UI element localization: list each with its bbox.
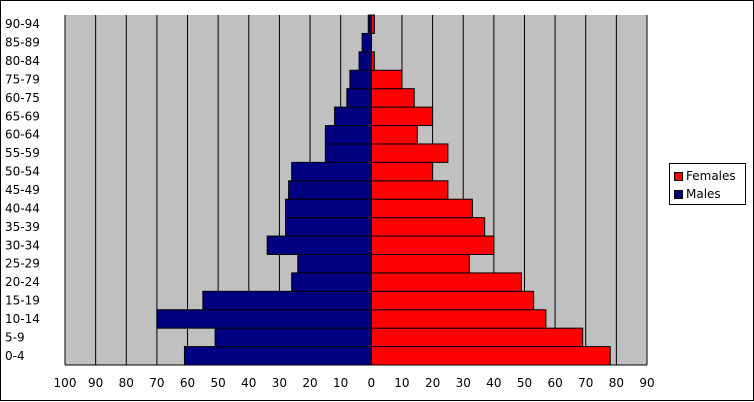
y-tick-label: 55-59 — [5, 146, 40, 160]
y-tick-label: 60-75 — [5, 91, 40, 105]
x-tick-label: 90 — [88, 376, 103, 390]
bar-females-5-9 — [370, 327, 584, 348]
x-tick-label: 0 — [367, 376, 375, 390]
x-tick-label: 50 — [517, 376, 532, 390]
bar-females-40-44 — [370, 198, 473, 219]
y-tick-label: 35-39 — [5, 220, 40, 234]
bar-males-10-14 — [156, 309, 372, 329]
y-tick-label: 30-34 — [5, 238, 40, 252]
bars — [156, 14, 611, 366]
bar-females-15-19 — [370, 290, 535, 311]
bar-females-0-4 — [370, 346, 611, 366]
bar-females-80-84 — [370, 51, 375, 71]
bar-females-10-14 — [370, 309, 547, 329]
y-tick-label: 15-19 — [5, 294, 40, 308]
x-tick-label: 30 — [272, 376, 287, 390]
bar-males-30-34 — [266, 235, 372, 255]
y-tick-label: 10-14 — [5, 312, 40, 326]
bar-males-45-49 — [288, 180, 372, 200]
bar-females-55-59 — [370, 143, 449, 163]
y-axis-labels: 0-4 5-9 10-14 15-19 20-24 25-29 30-34 35-39 40-4… — [5, 17, 40, 363]
bar-males-15-19 — [202, 290, 372, 311]
bar-males-60-75 — [346, 88, 372, 108]
bar-males-85-89 — [361, 32, 372, 53]
legend-item-males: Males — [674, 186, 721, 202]
y-tick-label: 20-24 — [5, 275, 40, 289]
x-tick-label: 70 — [578, 376, 593, 390]
x-tick-label: 20 — [302, 376, 317, 390]
x-tick-label: 30 — [456, 376, 471, 390]
x-tick-label: 10 — [333, 376, 348, 390]
bar-males-65-69 — [334, 106, 372, 127]
y-tick-label: 60-64 — [5, 128, 40, 142]
bar-males-55-59 — [324, 143, 372, 163]
bar-males-20-24 — [291, 272, 372, 292]
y-tick-label: 65-69 — [5, 109, 40, 123]
x-tick-label: 90 — [639, 376, 654, 390]
bar-females-90-94 — [370, 14, 375, 34]
y-tick-label: 90-94 — [5, 17, 40, 31]
bar-females-50-54 — [370, 161, 434, 182]
bar-females-75-79 — [370, 69, 403, 90]
x-tick-label: 60 — [547, 376, 562, 390]
legend-swatch-females — [674, 171, 683, 181]
legend-label-females: Females — [686, 169, 736, 183]
x-tick-label: 40 — [486, 376, 501, 390]
bar-males-40-44 — [285, 198, 372, 219]
bar-females-25-29 — [370, 253, 470, 274]
y-tick-label: 85-89 — [5, 36, 40, 50]
bar-males-75-79 — [349, 69, 372, 90]
x-tick-label: 70 — [149, 376, 164, 390]
x-tick-label: 20 — [425, 376, 440, 390]
y-tick-label: 50-54 — [5, 165, 40, 179]
bar-males-5-9 — [214, 327, 372, 348]
y-tick-label: 80-84 — [5, 54, 40, 68]
bar-females-45-49 — [370, 180, 449, 200]
x-tick-label: 100 — [54, 376, 77, 390]
bar-females-60-64 — [370, 125, 418, 145]
x-tick-label: 10 — [394, 376, 409, 390]
legend-item-females: Females — [674, 168, 736, 184]
y-tick-label: 40-44 — [5, 201, 40, 215]
bar-males-50-54 — [291, 161, 372, 182]
bar-females-30-34 — [370, 235, 495, 255]
y-tick-label: 25-29 — [5, 257, 40, 271]
y-tick-label: 45-49 — [5, 183, 40, 197]
y-tick-label: 5-9 — [5, 330, 25, 344]
bar-females-65-69 — [370, 106, 434, 127]
bar-females-35-39 — [370, 217, 486, 237]
y-tick-label: 75-79 — [5, 72, 40, 86]
bar-males-35-39 — [285, 217, 372, 237]
x-tick-label: 80 — [609, 376, 624, 390]
x-tick-label: 80 — [119, 376, 134, 390]
legend-swatch-males — [674, 189, 683, 199]
x-tick-label: 60 — [180, 376, 195, 390]
x-tick-label: 50 — [211, 376, 226, 390]
x-tick-label: 40 — [241, 376, 256, 390]
bar-males-60-64 — [324, 125, 372, 145]
bar-males-25-29 — [297, 253, 372, 274]
bar-males-80-84 — [358, 51, 372, 71]
legend-label-males: Males — [686, 187, 721, 201]
legend: Females Males — [669, 163, 746, 205]
bar-females-60-75 — [370, 88, 415, 108]
bar-females-20-24 — [370, 272, 522, 292]
x-axis-labels: 100 90 80 70 60 50 40 30 20 10 0 10 20 30 40 50 60 70 80 90 — [54, 376, 655, 390]
y-tick-label: 0-4 — [5, 349, 25, 363]
bar-males-0-4 — [183, 346, 372, 366]
